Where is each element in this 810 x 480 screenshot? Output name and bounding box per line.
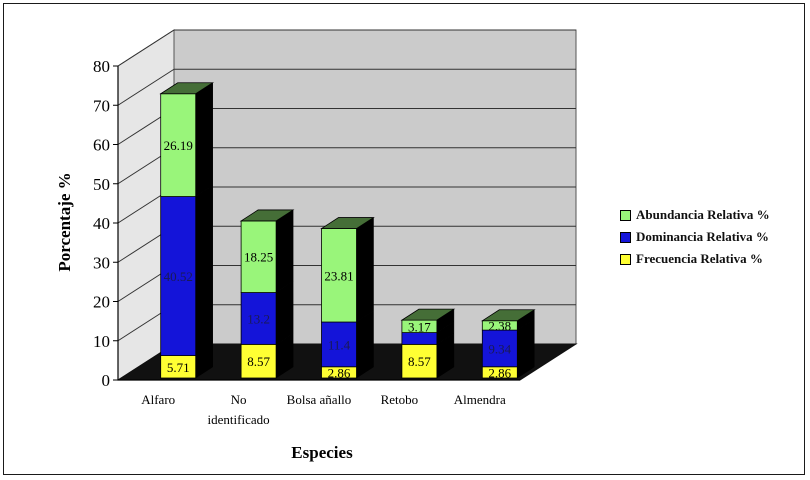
bar-data-label: 11.4 [328,337,351,352]
legend-label: Abundancia Relativa % [636,207,770,222]
gridline-side [117,29,175,67]
bar-segment [481,329,518,368]
bar-data-label: 3.17 [408,319,431,334]
bar-top [400,308,456,321]
bar-side [195,82,213,198]
bar-segment [240,343,277,379]
bar-data-label: 2.86 [488,365,511,380]
legend-label: Frecuencia Relativa % [636,251,763,266]
y-tick-label: 40 [93,214,110,233]
y-tick-label: 70 [93,96,110,115]
chart-legend: Abundancia Relativa % Dominancia Relativa… [620,204,808,270]
bar-side [356,217,374,323]
bar-data-label: 5.71 [167,360,190,375]
bar-data-label: 9.34 [488,341,511,356]
x-tick-label: Bolsa añallo [287,392,352,407]
x-tick-label: Alfaro [141,392,175,407]
x-tick-label: Almendra [454,392,506,407]
legend-swatch [620,231,631,243]
bar-segment [160,93,197,197]
legend-swatch [620,209,631,221]
bar-data-label: 13.2 [247,311,270,326]
legend-item: Dominancia Relativa % [620,226,808,248]
bar-segment [240,220,277,293]
bar-data-label: 23.81 [324,268,353,283]
y-tick-label: 10 [93,332,110,351]
bar-data-label: 26.19 [164,138,193,153]
legend-item: Abundancia Relativa % [620,204,808,226]
bar-data-label: 2.86 [328,365,351,380]
bar-segment [160,196,197,356]
y-tick-label: 60 [93,136,110,155]
y-tick-label: 20 [93,293,110,312]
bar-top [159,82,215,95]
y-tick-label: 0 [102,371,111,390]
bar-top [320,217,375,229]
legend-label: Dominancia Relativa % [636,229,769,244]
x-axis-title: Especies [291,443,353,462]
legend-item: Frecuencia Relativa % [620,248,808,270]
x-tick-label: identificado [208,412,270,427]
y-tick-label: 30 [93,253,110,272]
gridline-side [117,68,175,106]
bar-top [480,309,536,322]
bar-data-label: 8.57 [247,354,270,369]
y-tick-label: 50 [93,175,110,194]
legend-swatch [620,253,631,265]
bar-data-label: 2.38 [488,318,511,333]
y-tick-label: 80 [93,57,110,76]
bar-side [275,209,294,294]
bar-data-label: 8.57 [408,354,431,369]
x-tick-label: Retobo [381,392,419,407]
bar-segment [321,321,357,368]
bar-segment [240,292,277,345]
bar-data-label: 18.25 [244,250,273,265]
bar-side [195,185,213,357]
y-axis-title: Porcentaje % [55,172,74,271]
bar-segment [401,343,438,379]
bar-top [239,209,295,222]
x-tick-label: No [231,392,247,407]
bar-segment [321,228,357,323]
bar-data-label: 40.52 [164,269,193,284]
